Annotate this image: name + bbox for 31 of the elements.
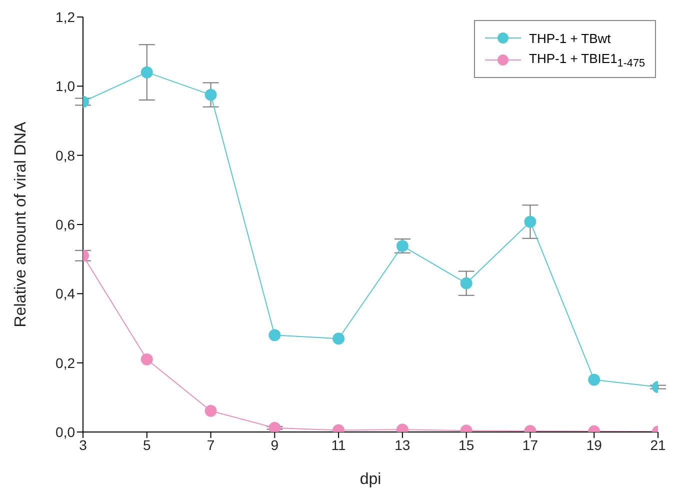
x-tick-label: 7 [206, 436, 215, 453]
legend-label: THP-1 + TBIE1$_{1-475}$ [529, 50, 645, 70]
y-tick-label: 0,4 [56, 286, 76, 302]
point [460, 277, 472, 290]
x-tick-label: 19 [586, 436, 602, 453]
y-tick-label: 0,8 [56, 147, 76, 164]
point [140, 66, 153, 78]
x-axis-title: dpi [360, 471, 382, 488]
point [588, 374, 600, 386]
y-tick-label: 0,6 [56, 216, 76, 232]
x-tick-label: 15 [458, 436, 474, 453]
y-tick-label: 0,2 [56, 354, 76, 371]
point [204, 404, 217, 417]
x-tick-label: 5 [142, 436, 151, 453]
y-axis-title: Relative amount of viral DNA [12, 121, 30, 328]
x-tick-label: 21 [650, 436, 666, 453]
x-tick-label: 11 [331, 436, 346, 453]
point [268, 329, 281, 342]
y-tick-label: 1,0 [56, 78, 76, 94]
y-tick-label: 0,0 [56, 424, 76, 440]
x-tick-label: 17 [522, 436, 538, 453]
point [524, 216, 536, 228]
point [140, 353, 153, 366]
x-tick-label: 3 [79, 436, 88, 453]
point [268, 422, 281, 432]
x-tick-label: 9 [270, 436, 279, 453]
point [332, 332, 345, 345]
x-tick-label: 13 [394, 436, 410, 453]
point [204, 88, 217, 101]
legend-label: THP-1 + TBwt [529, 30, 611, 46]
y-tick-label: 1,2 [56, 8, 76, 25]
